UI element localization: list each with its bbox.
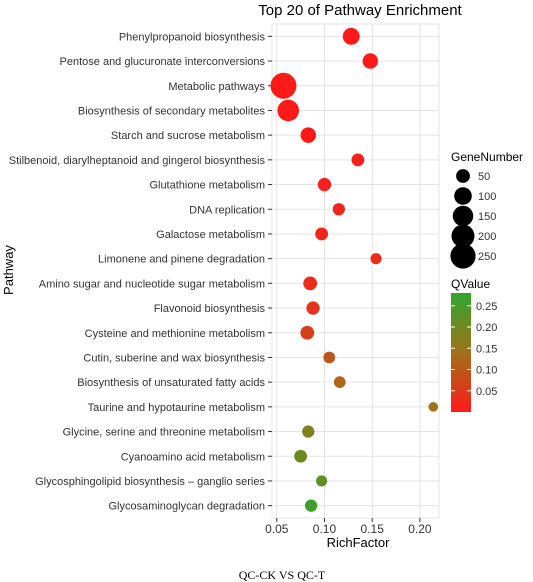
- plot-panel: [271, 23, 440, 519]
- pathway-label: Pentose and glucuronate interconversions: [60, 56, 266, 68]
- data-point: [300, 127, 317, 143]
- data-point: [317, 177, 332, 192]
- pathway-label: Amino sugar and nucleotide sugar metabol…: [39, 278, 265, 290]
- pathway-label: Phenylpropanoid biosynthesis: [119, 31, 266, 43]
- data-point: [304, 499, 318, 512]
- data-point: [306, 301, 320, 315]
- data-point: [351, 153, 365, 167]
- color-legend-label: 0.10: [476, 365, 497, 377]
- pathway-label: Flavonoid biosynthesis: [154, 303, 266, 315]
- size-legend-dot: [452, 205, 474, 227]
- x-tick-label: 0.20: [408, 522, 432, 536]
- x-tick-labels: 0.05 0.10 0.15 0.20: [265, 518, 432, 536]
- x-axis-label: RichFactor: [327, 535, 391, 550]
- size-legend-dot: [450, 243, 476, 269]
- pathway-label: Metabolic pathways: [168, 81, 265, 93]
- color-legend-label: 0.05: [476, 386, 497, 398]
- data-point: [362, 53, 379, 69]
- color-legend-bar: [451, 293, 471, 412]
- size-legend-label: 50: [478, 171, 490, 183]
- pathway-label: Glycosphingolipid biosynthesis – ganglio…: [35, 476, 265, 488]
- pathway-label: Taurine and hypotaurine metabolism: [88, 402, 265, 414]
- figure-caption: QC-CK VS QC-T: [239, 568, 326, 582]
- pathway-label: Glycosaminoglycan degradation: [108, 501, 265, 513]
- color-legend-label: 0.15: [476, 343, 497, 355]
- data-points: [270, 27, 439, 512]
- x-tick-label: 0.15: [361, 522, 385, 536]
- size-legend-label: 100: [478, 191, 496, 203]
- y-axis-label: Pathway: [1, 245, 16, 295]
- data-point: [323, 351, 336, 364]
- pathway-label: Limonene and pinene degradation: [98, 254, 265, 266]
- data-point: [302, 425, 315, 438]
- data-point: [270, 72, 297, 99]
- data-point: [316, 475, 328, 487]
- data-point: [315, 227, 329, 241]
- size-legend-title: GeneNumber: [451, 150, 523, 164]
- data-point: [277, 99, 299, 122]
- data-point: [294, 449, 308, 463]
- pathway-label: Starch and sucrose metabolism: [111, 130, 265, 142]
- pathway-label: Cysteine and methionine metabolism: [85, 328, 265, 340]
- data-point: [342, 27, 360, 45]
- data-point: [370, 253, 382, 265]
- pathway-label: Glycine, serine and threonine metabolism: [63, 427, 265, 439]
- pathway-label: Biosynthesis of secondary metabolites: [78, 105, 266, 117]
- color-legend-label: 0.20: [476, 322, 497, 334]
- color-legend-ticks: 0.25 0.20 0.15 0.10 0.05: [451, 301, 497, 398]
- size-legend-label: 150: [478, 211, 496, 223]
- data-point: [332, 203, 345, 216]
- pathway-label: Glutathione metabolism: [149, 180, 265, 192]
- size-legend-label: 250: [478, 251, 496, 263]
- grid-lines: [272, 24, 439, 518]
- data-point: [428, 402, 439, 412]
- pathway-label: Stilbenoid, diarylheptanoid and gingerol…: [9, 155, 266, 167]
- pathway-label: Cyanoamino acid metabolism: [121, 451, 265, 463]
- size-legend-dot: [451, 224, 475, 248]
- color-legend-label: 0.25: [476, 301, 497, 313]
- size-legend: 50 100 150 200 250: [450, 169, 496, 269]
- chart-title: Top 20 of Pathway Enrichment: [258, 2, 462, 19]
- x-tick-label: 0.10: [313, 522, 337, 536]
- size-legend-label: 200: [478, 231, 496, 243]
- pathway-label: DNA replication: [189, 204, 265, 216]
- size-legend-dot: [456, 169, 470, 183]
- pathway-label: Cutin, suberine and wax biosynthesis: [83, 352, 265, 364]
- data-point: [303, 276, 318, 291]
- y-tick-labels: Phenylpropanoid biosynthesis Pentose and …: [9, 31, 272, 513]
- x-tick-label: 0.05: [265, 522, 289, 536]
- pathway-label: Biosynthesis of unsaturated fatty acids: [77, 377, 265, 389]
- size-legend-dot: [454, 187, 472, 205]
- color-legend-title: QValue: [451, 277, 490, 291]
- data-point: [300, 325, 315, 340]
- data-point: [333, 376, 346, 389]
- pathway-label: Galactose metabolism: [156, 229, 265, 241]
